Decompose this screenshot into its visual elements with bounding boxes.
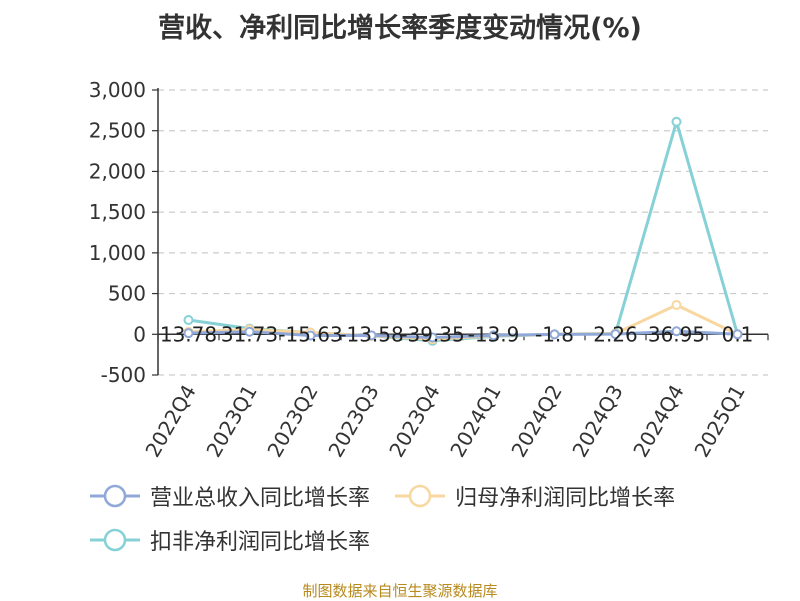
data-label: -1.8 [535, 322, 574, 346]
data-label: -39.35 [400, 322, 464, 346]
y-tick-label: 3,000 [89, 78, 146, 102]
data-label: 13.78 [160, 322, 217, 346]
data-label: -15.63 [278, 322, 342, 346]
x-tick-label: 2024Q3 [567, 381, 627, 462]
data-label: -13.9 [468, 322, 520, 346]
x-tick-label: 2023Q1 [201, 381, 261, 462]
data-point [610, 329, 621, 340]
series-line [188, 120, 739, 343]
data-label: 31.73 [221, 322, 278, 346]
x-tick-label: 2024Q4 [628, 381, 688, 462]
data-point [671, 326, 682, 337]
legend-item-net-profit[interactable]: 归母净利润同比增长率 [395, 476, 675, 516]
data-point [183, 328, 194, 339]
legend-label-net-profit: 归母净利润同比增长率 [455, 486, 676, 511]
data-point [671, 299, 682, 310]
y-tick-label: 2,500 [89, 119, 146, 143]
chart-title: 营收、净利同比增长率季度变动情况(%) [158, 13, 642, 44]
y-tick-label: 500 [108, 282, 146, 306]
x-tick-label: 2025Q1 [689, 381, 749, 462]
legend-swatch-net-profit-icon [395, 484, 446, 508]
data-point [366, 330, 377, 341]
data-label: 2.26 [593, 322, 638, 346]
x-tick-label: 2023Q3 [323, 381, 383, 462]
y-tick-label: -500 [101, 363, 146, 387]
y-tick-label: 1,500 [89, 200, 146, 224]
legend: 营业总收入同比增长率 归母净利润同比增长率 扣非净利润同比增长率 [90, 476, 790, 560]
legend-label-revenue: 营业总收入同比增长率 [150, 486, 371, 511]
data-label: -13.58 [339, 322, 403, 346]
data-point [549, 329, 560, 340]
y-tick-label: 2,000 [89, 159, 146, 183]
data-point [427, 332, 438, 343]
data-point [305, 330, 316, 341]
data-point [183, 315, 194, 326]
y-tick-label: 1,000 [89, 241, 146, 265]
legend-item-deducted-profit[interactable]: 扣非净利润同比增长率 [90, 520, 370, 560]
data-label: 36.95 [648, 322, 705, 346]
data-point [244, 326, 255, 337]
source-note: 制图数据来自恒生聚源数据库 [302, 582, 498, 600]
x-tick-label: 2023Q4 [384, 381, 444, 462]
legend-swatch-deducted-profit-icon [90, 528, 140, 552]
legend-swatch-revenue-icon [90, 484, 140, 508]
x-tick-label: 2024Q2 [506, 381, 566, 462]
x-tick-label: 2022Q4 [140, 381, 200, 462]
y-tick-label: 0 [133, 322, 146, 346]
x-tick-label: 2023Q2 [262, 381, 322, 462]
series-line [188, 329, 738, 339]
data-point [488, 330, 499, 341]
x-tick-label: 2024Q1 [445, 381, 505, 462]
data-label: 0.1 [722, 322, 754, 346]
data-point [671, 116, 682, 127]
legend-label-deducted-profit: 扣非净利润同比增长率 [150, 530, 371, 555]
data-point [732, 329, 743, 340]
legend-item-revenue[interactable]: 营业总收入同比增长率 [90, 476, 370, 516]
